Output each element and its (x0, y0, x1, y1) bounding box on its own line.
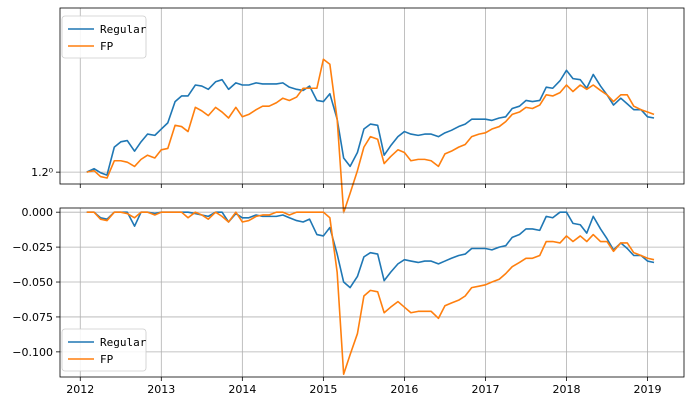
bottom-series-lines (86, 211, 655, 376)
x-tick-label-2013: 2013 (147, 383, 175, 396)
bottom-y-tick-label-0: 0.000 (22, 206, 54, 219)
bottom-drawdown-chart: 2012 2013 2014 2015 2016 2017 2018 2019 0.000 −0.… (12, 206, 685, 396)
bottom-gridlines (60, 208, 684, 377)
top-axis-ticks: 1.2⁰ (31, 166, 648, 188)
top-price-chart: 1.2⁰ Regular FP (31, 7, 685, 214)
x-tick-label-2017: 2017 (471, 383, 499, 396)
top-axes-frame (59, 7, 685, 185)
x-tick-label-2012: 2012 (66, 383, 94, 396)
bottom-legend: Regular FP (61, 328, 147, 372)
top-gridlines (60, 8, 684, 184)
bottom-axis-ticks: 2012 2013 2014 2015 2016 2017 2018 2019 0.000 −0.… (12, 206, 661, 396)
x-tick-label-2016: 2016 (390, 383, 418, 396)
top-legend-box (61, 15, 147, 59)
bottom-series-fp-line (86, 211, 655, 376)
bottom-y-tick-label-2: −0.050 (12, 276, 53, 289)
bottom-legend-fp-label: FP (100, 353, 114, 366)
bottom-y-tick-label-4: −0.100 (12, 346, 53, 359)
top-y-tick-label-0: 1.2⁰ (31, 166, 53, 179)
bottom-legend-box (61, 328, 147, 372)
top-series-regular-line (86, 69, 655, 176)
x-tick-label-2019: 2019 (634, 383, 662, 396)
top-series-lines (86, 58, 655, 214)
x-tick-label-2015: 2015 (309, 383, 337, 396)
x-tick-label-2014: 2014 (228, 383, 256, 396)
bottom-y-tick-label-3: −0.075 (12, 311, 53, 324)
bottom-legend-regular-label: Regular (100, 336, 147, 349)
top-legend-fp-label: FP (100, 40, 114, 53)
top-legend-regular-label: Regular (100, 23, 147, 36)
bottom-y-tick-label-1: −0.025 (12, 241, 53, 254)
x-tick-label-2018: 2018 (552, 383, 580, 396)
bottom-axes-frame (59, 207, 685, 378)
top-legend: Regular FP (61, 15, 147, 59)
top-series-fp-line (86, 58, 655, 214)
